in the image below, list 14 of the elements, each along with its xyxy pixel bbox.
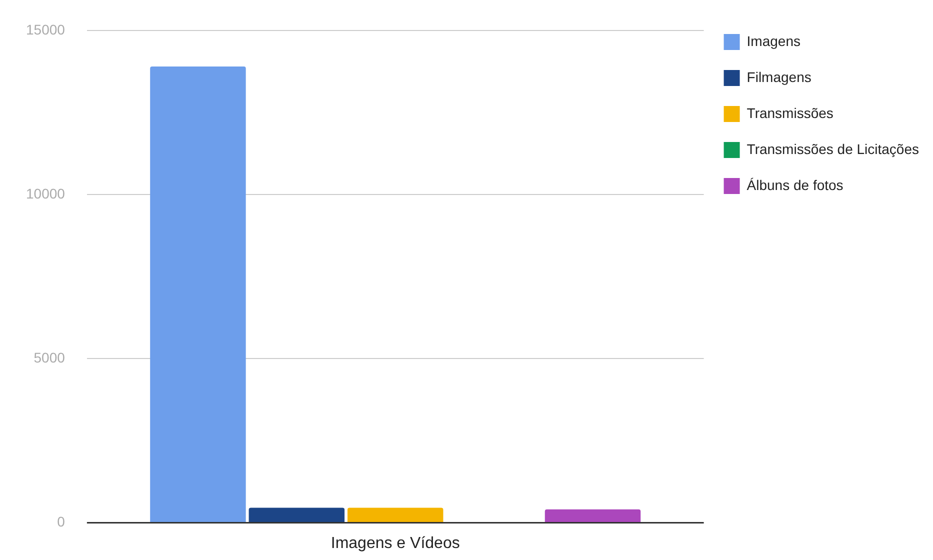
- legend-label: Imagens: [746, 32, 800, 49]
- legend-label: Transmissões: [746, 104, 834, 121]
- bar: [150, 66, 246, 522]
- legend-label: Filmagens: [746, 68, 812, 85]
- y-tick-label: 10000: [26, 185, 66, 202]
- x-tick-label: Imagens e Vídeos: [330, 534, 460, 552]
- bar: [248, 508, 345, 522]
- y-tick-label: 15000: [26, 21, 66, 38]
- y-tick-label: 0: [57, 514, 66, 530]
- bar: [347, 508, 444, 522]
- y-tick-label: 5000: [34, 350, 66, 366]
- legend-label: Transmissões de Licitações: [746, 140, 919, 157]
- legend-label: Álbuns de fotos: [746, 176, 844, 193]
- bar: [544, 509, 641, 522]
